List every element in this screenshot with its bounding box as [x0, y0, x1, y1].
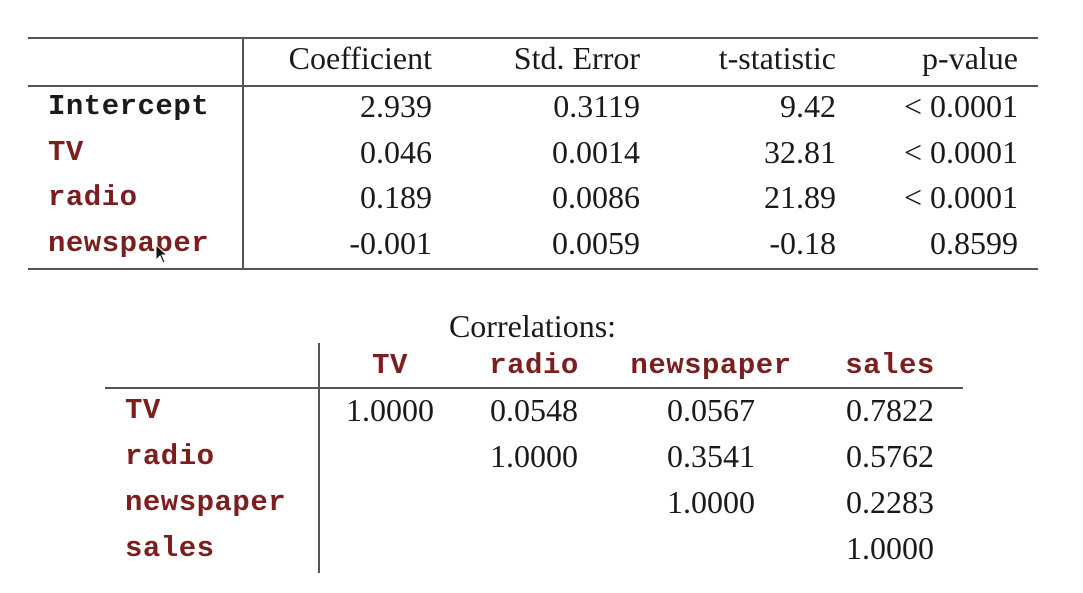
row-label-sales: sales: [125, 532, 215, 565]
row-label-newspaper: newspaper: [48, 227, 210, 260]
column-header-sales: sales: [845, 349, 935, 382]
row-label-radio: radio: [48, 181, 138, 214]
table-cell: 0.8599: [930, 225, 1018, 261]
table-cell: 1.0000: [490, 438, 578, 474]
table-cell: 1.0000: [667, 484, 755, 520]
table-cell: 21.89: [764, 179, 836, 215]
correlations-column-rule: [318, 343, 320, 573]
table-cell: -0.001: [349, 225, 432, 261]
row-label-tv: TV: [48, 136, 84, 169]
column-header-newspaper: newspaper: [630, 349, 792, 382]
table-cell: 32.81: [764, 134, 836, 170]
table-cell: 1.0000: [346, 392, 434, 428]
table-cell: 0.0014: [552, 134, 640, 170]
column-header-p-value: p-value: [922, 40, 1018, 76]
table-cell: < 0.0001: [903, 179, 1018, 215]
column-header-std-error: Std. Error: [513, 40, 640, 76]
table-cell: 0.3541: [667, 438, 755, 474]
table-cell: 0.7822: [846, 392, 934, 428]
column-header-tv: TV: [372, 349, 408, 382]
table-cell: 9.42: [780, 88, 836, 124]
table-cell: 0.0567: [667, 392, 755, 428]
row-label-radio: radio: [125, 440, 215, 473]
row-label-intercept: Intercept: [48, 90, 210, 123]
column-header-radio: radio: [489, 349, 579, 382]
table-cell: 0.189: [360, 179, 432, 215]
table-cell: 0.0059: [552, 225, 640, 261]
column-header-coefficient: Coefficient: [288, 40, 432, 76]
table-header-rule: [28, 85, 1038, 87]
table-column-rule: [242, 37, 244, 270]
correlations-header-rule: [105, 387, 963, 389]
table-cell: 0.2283: [846, 484, 934, 520]
row-label-newspaper: newspaper: [125, 486, 287, 519]
table-bottom-rule: [28, 268, 1038, 270]
column-header-t-statistic: t-statistic: [718, 40, 836, 76]
mouse-pointer-icon: [155, 244, 169, 264]
row-label-tv: TV: [125, 394, 161, 427]
table-cell: 0.5762: [846, 438, 934, 474]
table-cell: 0.0548: [490, 392, 578, 428]
table-cell: -0.18: [769, 225, 836, 261]
table-cell: 1.0000: [846, 530, 934, 566]
table-cell: 0.0086: [552, 179, 640, 215]
table-cell: < 0.0001: [903, 88, 1018, 124]
table-cell: 0.046: [360, 134, 432, 170]
table-cell: < 0.0001: [903, 134, 1018, 170]
correlations-title: Correlations:: [448, 308, 617, 344]
table-cell: 2.939: [360, 88, 432, 124]
table-cell: 0.3119: [553, 88, 640, 124]
table-top-rule: [28, 37, 1038, 39]
